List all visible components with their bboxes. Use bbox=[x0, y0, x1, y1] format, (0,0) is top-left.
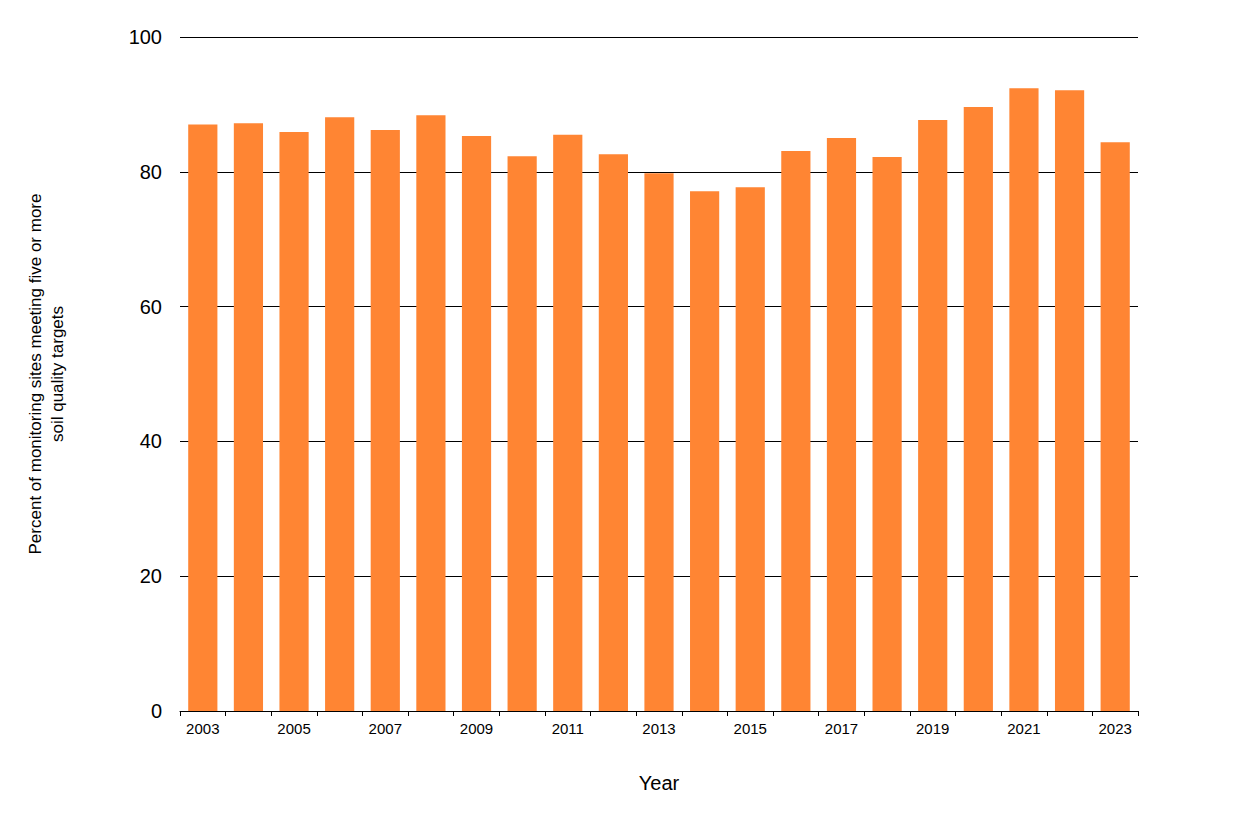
svg-text:2003: 2003 bbox=[186, 720, 219, 737]
svg-text:Year: Year bbox=[639, 772, 680, 794]
svg-text:60: 60 bbox=[140, 296, 162, 318]
svg-text:2009: 2009 bbox=[460, 720, 493, 737]
svg-text:0: 0 bbox=[151, 700, 162, 722]
svg-text:100: 100 bbox=[129, 26, 162, 48]
svg-text:2023: 2023 bbox=[1099, 720, 1132, 737]
svg-text:2021: 2021 bbox=[1007, 720, 1040, 737]
svg-text:40: 40 bbox=[140, 430, 162, 452]
svg-text:Percent of monitoring sites me: Percent of monitoring sites meeting five… bbox=[26, 194, 45, 555]
svg-text:2013: 2013 bbox=[642, 720, 675, 737]
svg-text:80: 80 bbox=[140, 161, 162, 183]
svg-text:2011: 2011 bbox=[552, 720, 584, 737]
svg-text:20: 20 bbox=[140, 565, 162, 587]
svg-text:2019: 2019 bbox=[916, 720, 949, 737]
svg-text:soil quality targets: soil quality targets bbox=[48, 306, 67, 442]
svg-text:2005: 2005 bbox=[277, 720, 310, 737]
svg-text:2015: 2015 bbox=[734, 720, 767, 737]
svg-text:2017: 2017 bbox=[825, 720, 858, 737]
svg-text:2007: 2007 bbox=[369, 720, 402, 737]
